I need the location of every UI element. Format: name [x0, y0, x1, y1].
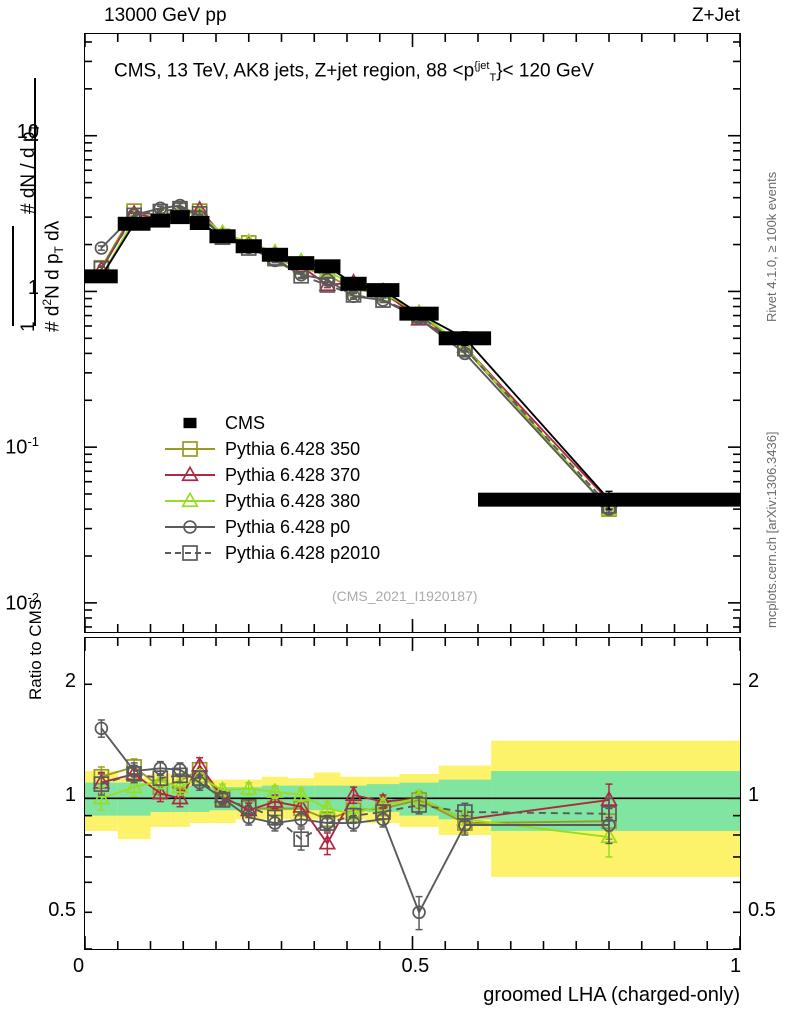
y-axis-denominator-text: # d2N d pT dλ	[40, 221, 66, 332]
y-axis-numerator2-text: 1	[18, 321, 40, 332]
main-y-axis-label: # d2N d pT dλ 1 1 # dN / d pT	[0, 36, 66, 336]
y-den-sup: 2	[40, 298, 54, 306]
legend-label: CMS	[225, 413, 265, 433]
ratio-y-tick-label-right: 2	[748, 669, 760, 692]
ratio-plot-canvas	[85, 638, 740, 949]
header-process-label: Z+Jet	[691, 5, 740, 26]
legend-label: Pythia 6.428 380	[225, 491, 361, 511]
main-y-tick-mantissa: 10	[5, 592, 28, 615]
ratio-y-tick-label-right: 1	[748, 784, 760, 807]
y-den-3: d p	[42, 253, 64, 280]
legend-marker-open-square-icon	[163, 436, 217, 462]
plot-title-subscript: T	[489, 72, 497, 85]
main-y-tick-exponent: -2	[27, 589, 39, 605]
plot-title-superscript: {jet	[474, 60, 490, 72]
ratio-y-tick-label-right: 0.5	[748, 899, 776, 922]
plot-title-pre: CMS, 13 TeV, AK8 jets, Z+jet region, 88 …	[114, 60, 475, 82]
main-y-tick-mantissa: 10	[5, 436, 28, 459]
plot-title-post: }< 120 GeV	[496, 60, 594, 82]
legend-label: Pythia 6.428 370	[225, 465, 361, 485]
legend-label: Pythia 6.428 p2010	[225, 543, 381, 563]
x-axis-label: groomed LHA (charged-only)	[483, 984, 740, 1006]
main-y-tick-label: 10-1	[5, 434, 39, 460]
fraction-bar-main	[34, 78, 36, 326]
ratio-y-tick-label-left: 2	[64, 669, 76, 692]
legend-marker-filled-square-icon	[163, 410, 217, 436]
legend-label: Pythia 6.428 350	[225, 439, 361, 459]
y-den-1: # d	[42, 305, 64, 332]
ratio-y-tick-label-left: 0.5	[48, 899, 76, 922]
legend-marker-open-triangle-icon	[163, 462, 217, 488]
y-den-4: d	[42, 230, 64, 241]
ratio-plot-panel	[84, 637, 741, 950]
main-plot-canvas	[85, 34, 740, 632]
main-y-tick-label: 10	[16, 121, 39, 144]
x-tick-label: 0.5	[401, 955, 430, 977]
main-plot-panel	[84, 33, 741, 633]
mcplots-reference-label: mcplots.cern.ch [arXiv:1306.3436]	[764, 431, 779, 628]
legend-marker-open-triangle-icon	[163, 488, 217, 514]
ratio-y-tick-label-left: 1	[64, 784, 76, 807]
y-den-lambda: λ	[42, 220, 64, 231]
main-y-tick-exponent: -1	[27, 433, 39, 449]
main-y-tick-label: 10-2	[5, 590, 39, 616]
legend-marker-open-circle-icon	[163, 514, 217, 540]
legend-label: Pythia 6.428 p0	[225, 517, 351, 537]
analysis-id-watermark: (CMS_2021_I1920187)	[332, 588, 478, 604]
main-y-tick-label: 1	[27, 277, 39, 300]
plot-title: CMS, 13 TeV, AK8 jets, Z+jet region, 88 …	[114, 60, 594, 84]
header-beam-label: 13000 GeV pp	[104, 5, 227, 26]
legend-marker-open-square-icon	[163, 540, 217, 566]
rivet-version-label: Rivet 4.1.0, ≥ 100k events	[764, 171, 779, 322]
y-den-2: N	[42, 285, 64, 299]
fraction-bar-inner	[12, 226, 14, 326]
x-tick-label: 0	[73, 955, 85, 977]
x-tick-label: 1	[730, 955, 742, 977]
y-den-3-sub: T	[52, 246, 67, 254]
